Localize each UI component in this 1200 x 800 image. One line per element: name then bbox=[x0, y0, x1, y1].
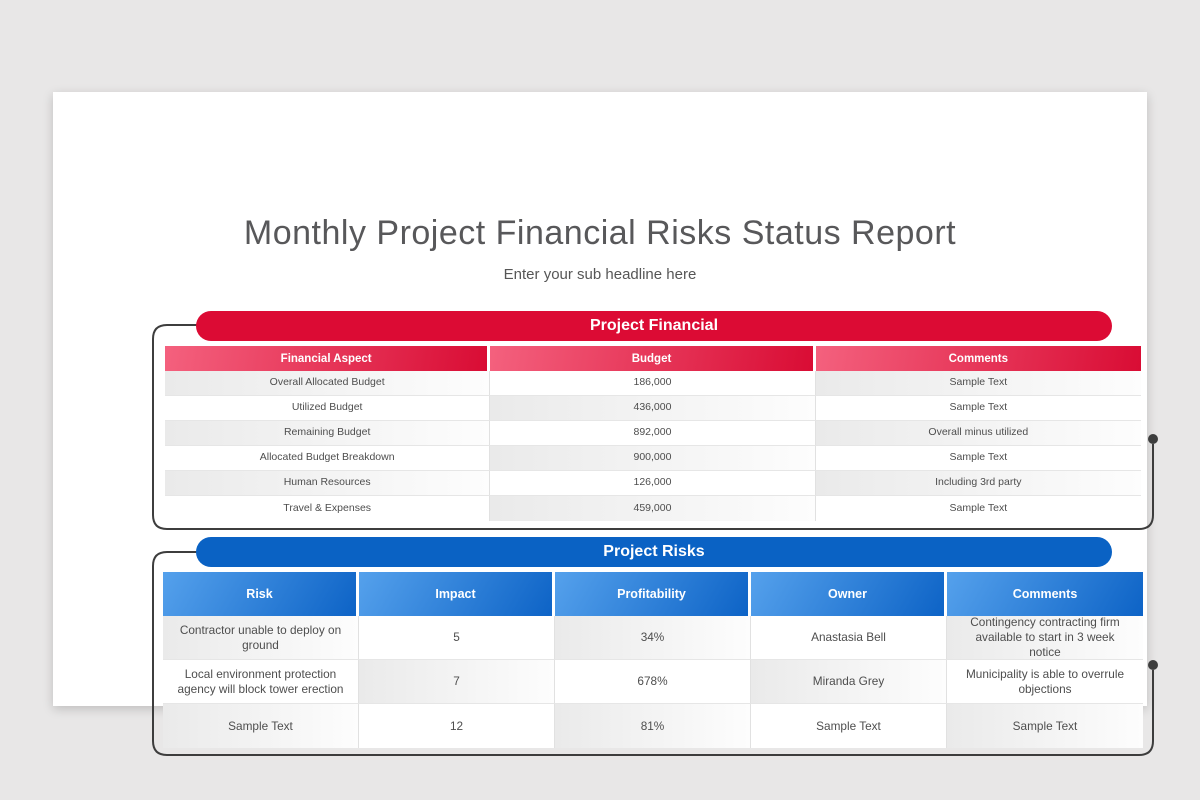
risks-cell: 7 bbox=[359, 660, 555, 704]
financial-column-header: Financial Aspect bbox=[165, 346, 491, 371]
financial-column-header: Budget bbox=[490, 346, 816, 371]
slide-card: Monthly Project Financial Risks Status R… bbox=[53, 92, 1158, 756]
risks-cell: 12 bbox=[359, 704, 555, 748]
financial-section-title-pill: Project Financial bbox=[196, 311, 1112, 341]
risks-cell: 34% bbox=[555, 616, 751, 660]
risks-cell: Contractor unable to deploy on ground bbox=[163, 616, 359, 660]
financial-cell: Human Resources bbox=[165, 471, 491, 496]
risks-column-header: Impact bbox=[359, 572, 555, 616]
financial-cell: 892,000 bbox=[490, 421, 816, 446]
risks-cell: 81% bbox=[555, 704, 751, 748]
financial-cell: Remaining Budget bbox=[165, 421, 491, 446]
connector-dot bbox=[1148, 660, 1158, 670]
risks-section-title-pill: Project Risks bbox=[196, 537, 1112, 567]
financial-cell: 186,000 bbox=[490, 371, 816, 396]
risks-bracket-connector bbox=[152, 551, 1158, 756]
financial-cell: 900,000 bbox=[490, 446, 816, 471]
financial-column-header: Comments bbox=[815, 346, 1141, 371]
financial-cell: 459,000 bbox=[490, 496, 816, 521]
financial-bracket-connector bbox=[152, 324, 1158, 530]
risks-cell: Sample Text bbox=[947, 704, 1143, 748]
risks-column-header: Risk bbox=[163, 572, 359, 616]
financial-cell: Including 3rd party bbox=[815, 471, 1141, 496]
risks-cell: Sample Text bbox=[751, 704, 947, 748]
risks-cell: Miranda Grey bbox=[751, 660, 947, 704]
financial-table: Financial Aspect Budget Comments Overall Al… bbox=[165, 346, 1141, 521]
risks-column-header: Owner bbox=[751, 572, 947, 616]
risks-table: Risk Impact Profitability Owner Comments Cont… bbox=[163, 572, 1143, 748]
financial-cell: Travel & Expenses bbox=[165, 496, 491, 521]
page-title: Monthly Project Financial Risks Status R… bbox=[243, 214, 957, 252]
financial-cell: 436,000 bbox=[490, 396, 816, 421]
financial-cell: Sample Text bbox=[815, 446, 1141, 471]
financial-cell: Overall Allocated Budget bbox=[165, 371, 491, 396]
risks-cell: Municipality is able to overrule objecti… bbox=[947, 660, 1143, 704]
page-subtitle: Enter your sub headline here bbox=[503, 266, 697, 283]
risks-cell: Sample Text bbox=[163, 704, 359, 748]
risks-column-header: Comments bbox=[947, 572, 1143, 616]
risks-cell: 678% bbox=[555, 660, 751, 704]
risks-cell: Contingency contracting firm available t… bbox=[947, 615, 1143, 660]
financial-cell: 126,000 bbox=[490, 471, 816, 496]
financial-cell: Utilized Budget bbox=[165, 396, 491, 421]
financial-cell: Sample Text bbox=[815, 371, 1141, 396]
financial-cell: Overall minus utilized bbox=[815, 421, 1141, 446]
financial-cell: Sample Text bbox=[815, 396, 1141, 421]
risks-cell: 5 bbox=[359, 616, 555, 660]
risks-cell: Local environment protection agency will… bbox=[163, 660, 359, 704]
connector-dot bbox=[1148, 434, 1158, 444]
financial-cell: Sample Text bbox=[815, 496, 1141, 521]
risks-cell: Anastasia Bell bbox=[751, 616, 947, 660]
risks-column-header: Profitability bbox=[555, 572, 751, 616]
financial-cell: Allocated Budget Breakdown bbox=[165, 446, 491, 471]
